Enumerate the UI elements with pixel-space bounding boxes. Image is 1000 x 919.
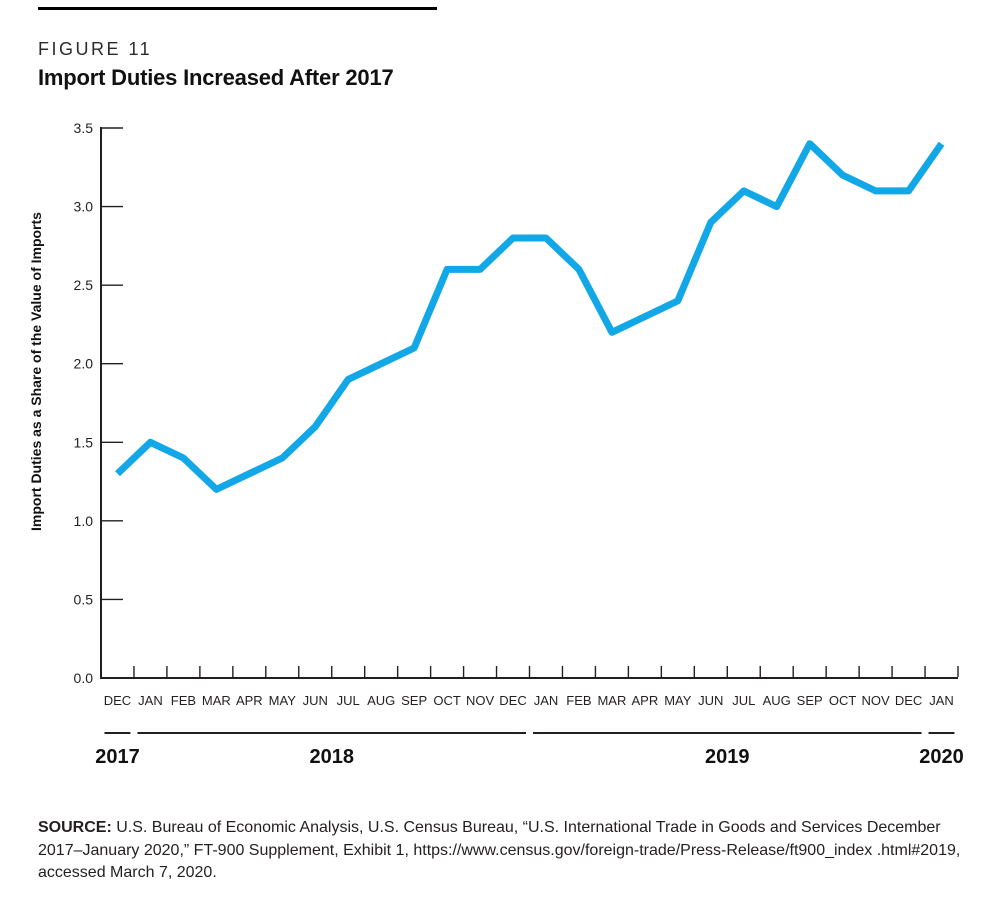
- month-label: OCT: [829, 693, 857, 708]
- y-tick-label: 2.5: [74, 277, 94, 293]
- month-label: DEC: [499, 693, 526, 708]
- year-label: 2017: [95, 746, 140, 768]
- month-label: JAN: [534, 693, 559, 708]
- source-note-text: U.S. Bureau of Economic Analysis, U.S. C…: [38, 819, 961, 881]
- month-label: MAR: [597, 693, 626, 708]
- figure-top-rule: [38, 7, 437, 10]
- month-label: JUL: [337, 693, 360, 708]
- month-label: MAR: [202, 693, 231, 708]
- y-tick-label: 0.0: [74, 670, 94, 686]
- year-label: 2019: [705, 746, 750, 768]
- month-label: DEC: [895, 693, 922, 708]
- y-tick-label: 1.5: [74, 434, 94, 450]
- month-label: MAY: [269, 693, 297, 708]
- month-label: AUG: [763, 693, 791, 708]
- month-label: NOV: [466, 693, 495, 708]
- y-tick-label: 3.0: [74, 199, 94, 215]
- source-note: SOURCE: U.S. Bureau of Economic Analysis…: [38, 817, 968, 885]
- month-label: JAN: [929, 693, 954, 708]
- y-tick-label: 0.5: [74, 591, 94, 607]
- import-duties-data-line: [115, 140, 945, 493]
- month-label: NOV: [862, 693, 891, 708]
- figure-number-label: FIGURE 11: [38, 39, 153, 59]
- y-tick-label: 2.0: [74, 356, 94, 372]
- month-label: FEB: [171, 693, 196, 708]
- month-label: MAY: [664, 693, 692, 708]
- chart-title: Import Duties Increased After 2017: [38, 65, 394, 90]
- month-label: OCT: [433, 693, 461, 708]
- month-label: APR: [236, 693, 263, 708]
- source-note-label: SOURCE:: [38, 819, 112, 836]
- y-tick-label: 1.0: [74, 513, 94, 529]
- month-label: JAN: [138, 693, 163, 708]
- month-label: FEB: [566, 693, 591, 708]
- month-label: APR: [631, 693, 658, 708]
- year-label: 2018: [309, 746, 354, 768]
- month-label: SEP: [401, 693, 427, 708]
- month-label: AUG: [367, 693, 395, 708]
- month-label: SEP: [797, 693, 823, 708]
- month-label: DEC: [104, 693, 131, 708]
- month-label: JUL: [732, 693, 755, 708]
- year-label: 2020: [919, 746, 964, 768]
- y-tick-label: 3.5: [74, 120, 94, 136]
- month-label: JUN: [303, 693, 328, 708]
- month-label: JUN: [698, 693, 723, 708]
